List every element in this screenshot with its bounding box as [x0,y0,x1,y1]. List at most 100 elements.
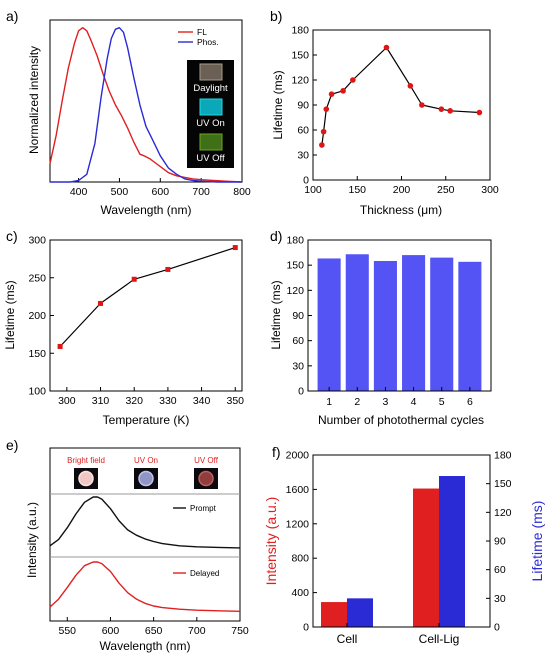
panel-label-e: e) [6,437,18,453]
d-bar [373,260,397,391]
c-xtick-label: 320 [125,395,143,407]
a-photo-label-1: UV On [196,118,225,129]
f-ytick-label: 2000 [286,450,310,462]
d-bar [430,257,454,391]
e-flower-shape-0 [78,470,94,487]
c-xtick-label: 310 [92,395,110,407]
f-ylabel-right: Lifetime (ms) [529,501,545,582]
a-sample-photo-1 [199,98,223,116]
e-series-prompt-line [49,496,241,549]
f-right-ytick-label: 90 [494,536,506,548]
d-ytick-label: 150 [286,260,304,272]
a-photo-label-0: Daylight [193,83,228,94]
d-bar [317,258,341,391]
a-xtick-label: 800 [233,186,251,198]
f-bar-intensity [321,602,347,627]
d-xtick-label: 5 [439,396,445,408]
a-legend-label-1: Phos. [197,37,219,47]
b-data-point [476,109,483,116]
f-ytick-label: 400 [291,587,309,599]
d-bar [458,261,482,391]
panel-e: e) Bright field UV On UV Off Prompt Delayed 55… [6,437,249,653]
c-frame [49,239,243,392]
e-xtick-label: 550 [59,625,77,637]
f-bar-lifetime [439,476,465,627]
f-right-ytick-label: 0 [494,622,500,634]
a-series-phos-line [50,27,242,183]
panel-d: d) 0 30 60 90 120 150 180 1 2 3 4 5 6 Number of photot… [269,228,492,427]
d-ytick-label: 90 [292,310,304,322]
d-bar [402,255,426,391]
d-ytick-label: 180 [286,235,304,247]
f-xtick-label: Cell-Lig [419,632,460,646]
c-xtick-label: 350 [226,395,244,407]
panel-label-f: f) [272,444,281,460]
e-frame [49,447,241,622]
panel-label-d: d) [270,228,282,244]
c-ylabel: Lifetime (ms) [3,280,17,349]
a-xtick-label: 600 [152,186,170,198]
c-data-point [165,266,171,272]
f-right-ytick-label: 60 [494,564,506,576]
f-bar-intensity [413,488,439,627]
d-xtick-label: 3 [383,396,389,408]
e-ylabel: Intensity (a.u.) [25,502,39,578]
a-series-fl-line [49,27,243,183]
e-legend-label-0: Prompt [190,504,217,513]
b-data-point [447,108,453,114]
panel-f: f) 0 400 800 1200 1600 2000 0 30 60 90 120 150 180 Cel… [263,444,545,646]
b-data-point [383,44,390,51]
c-data-point [98,300,104,306]
f-ytick-label: 1200 [286,518,310,530]
a-xtick-label: 500 [111,186,129,198]
a-xtick-label: 700 [192,186,210,198]
e-series-delayed-line [49,561,241,612]
c-series-line [59,247,236,347]
a-xlabel: Wavelength (nm) [101,203,192,217]
a-frame [49,19,243,183]
b-ylabel: Lifetime (ms) [271,70,285,139]
b-ytick-label: 180 [291,25,309,37]
c-xtick-label: 340 [193,395,211,407]
d-xtick-label: 4 [411,396,417,408]
f-xtick-label: Cell [337,632,358,646]
a-sample-photo-2 [199,133,223,151]
b-xtick-label: 200 [393,184,411,196]
d-ylabel: Lifetime (ms) [269,280,283,349]
f-ytick-label: 0 [303,622,309,634]
c-ytick-label: 300 [28,235,46,247]
b-ytick-label: 120 [291,75,309,87]
e-xtick-label: 650 [145,625,163,637]
a-legend-label-0: FL [197,27,207,37]
f-ytick-label: 1600 [286,484,310,496]
b-data-point [407,83,414,89]
c-xlabel: Temperature (K) [103,413,190,427]
b-data-point [350,77,356,83]
b-ytick-label: 30 [297,150,309,162]
d-ytick-label: 60 [292,335,304,347]
d-xtick-label: 6 [467,396,473,408]
panel-b: b) 100 150 200 250 300 0 30 60 90 120 150 180 Thickne… [270,8,499,217]
c-data-point [57,343,63,349]
panel-a: a) 400 500 600 700 800 Wavelength (nm) Normaliz… [6,8,251,217]
e-xtick-label: 700 [188,625,206,637]
c-data-point [232,245,238,251]
d-xtick-label: 2 [354,396,360,408]
d-ytick-label: 0 [298,386,304,398]
b-data-point [328,91,335,97]
c-xtick-label: 330 [159,395,177,407]
b-xlabel: Thickness (μm) [360,203,442,217]
b-series-line [321,46,480,146]
e-photo-label-0: Bright field [67,456,105,465]
a-xtick-label: 400 [70,186,88,198]
d-xlabel: Number of photothermal cycles [318,413,484,427]
panel-label-b: b) [270,8,282,24]
b-xtick-label: 100 [304,184,322,196]
c-ytick-label: 150 [28,348,46,360]
b-data-point [319,142,325,148]
b-frame [312,29,491,181]
c-data-point [131,276,137,282]
a-ylabel: Normalized intensity [27,46,41,154]
e-flower-shape-2 [198,470,214,487]
c-xtick-label: 300 [58,395,76,407]
